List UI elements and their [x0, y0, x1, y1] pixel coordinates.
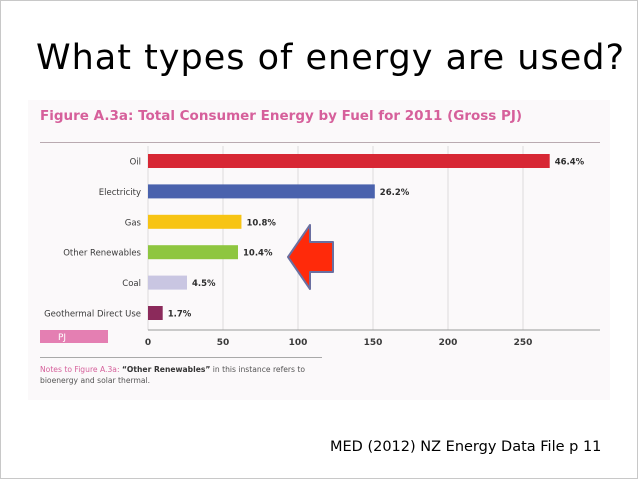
bars: [148, 154, 550, 320]
bar: [148, 214, 242, 229]
category-label: Electricity: [99, 188, 141, 198]
notes-quote: “Other Renewables”: [121, 365, 211, 374]
left-arrow-icon: [287, 224, 334, 290]
category-label: Geothermal Direct Use: [44, 310, 141, 320]
data-label: 26.2%: [380, 188, 410, 198]
citation: MED (2012) NZ Energy Data File p 11: [330, 439, 602, 455]
bar: [148, 306, 163, 320]
bar: [148, 154, 550, 168]
unit-label-box: [40, 330, 108, 343]
x-tick-label: 50: [217, 338, 230, 348]
category-label: Oil: [130, 158, 141, 168]
figure-title-rule: [40, 142, 600, 143]
notes-text: in this instance refers to bioenergy and…: [40, 365, 306, 385]
notes-label: Notes to Figure A.3a:: [40, 365, 120, 374]
data-label: 1.7%: [168, 310, 192, 320]
data-label: 10.8%: [246, 218, 276, 228]
data-label: 4.5%: [192, 279, 216, 289]
category-label: Coal: [122, 279, 141, 289]
notes-rule: [40, 357, 322, 358]
figure-title: Figure A.3a: Total Consumer Energy by Fu…: [40, 108, 523, 124]
x-tick-label: 150: [364, 338, 383, 348]
figure-notes: Notes to Figure A.3a: “Other Renewables”…: [40, 364, 340, 386]
category-label: Other Renewables: [63, 249, 141, 259]
category-labels: Oil Electricity Gas Other Renewables Coal Geo…: [44, 158, 141, 320]
value-labels: 46.4% 26.2% 10.8% 10.4% 4.5% 1.7%: [168, 158, 585, 320]
x-tick-label: 100: [289, 338, 308, 348]
x-tick-label: 250: [514, 338, 533, 348]
x-tick-label: 0: [145, 338, 151, 348]
bar: [148, 245, 238, 260]
data-label: 10.4%: [243, 249, 273, 259]
bar: [148, 184, 375, 199]
unit-label: PJ: [58, 333, 66, 343]
x-tick-labels: 0 50 100 150 200 250: [145, 338, 533, 348]
x-tick-label: 200: [439, 338, 458, 348]
data-label: 46.4%: [555, 158, 585, 168]
gridlines: [147, 146, 524, 330]
slide-title: What types of energy are used?: [36, 38, 626, 78]
bar: [148, 275, 187, 290]
category-label: Gas: [125, 218, 142, 228]
